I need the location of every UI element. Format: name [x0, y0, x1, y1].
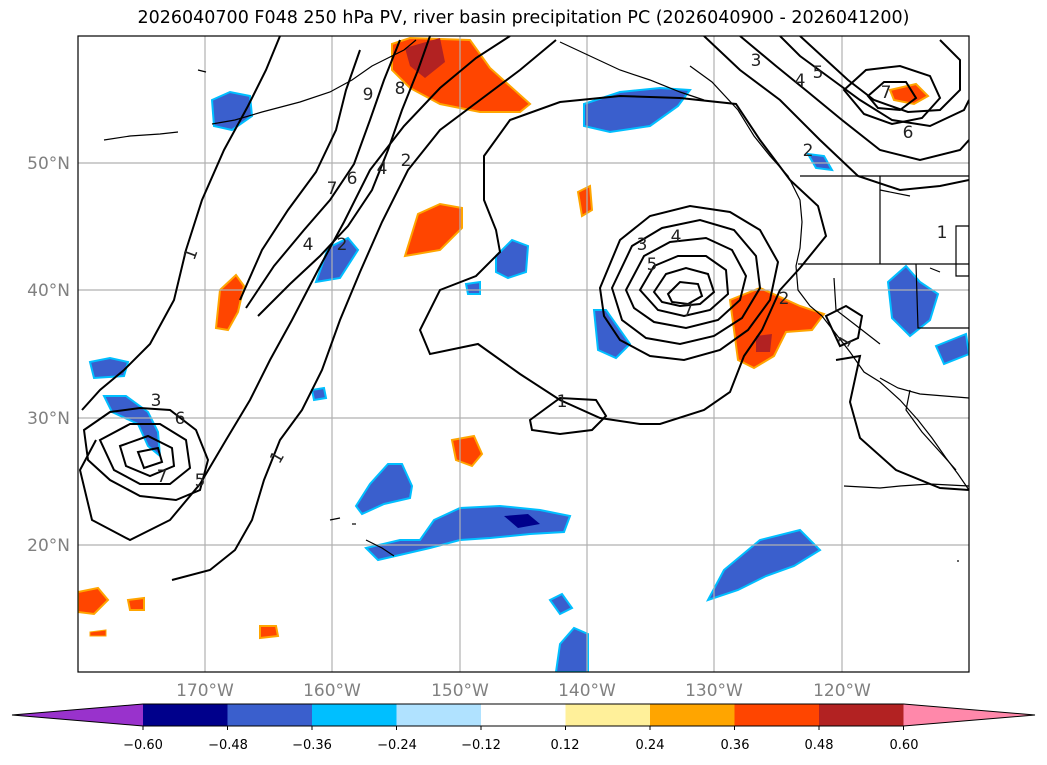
contour-label: 6: [903, 123, 914, 143]
colorbar-tick-label: −0.24: [377, 738, 417, 753]
contour-label: 7: [881, 83, 892, 103]
contour-label: 4: [795, 71, 806, 91]
colorbar-segment: [312, 704, 397, 726]
contour-label: 1: [937, 223, 948, 243]
colorbar-tick-label: −0.48: [208, 738, 248, 753]
longitude-labels: 170°W 160°W 150°W 140°W 130°W 120°W: [176, 681, 871, 701]
map-area: 1 1 1 1 1 2 2 2 2 3 3 3 4 4 4 4 5 5 5 6 …: [78, 36, 969, 672]
colorbar-tick-label: 0.24: [636, 738, 665, 753]
lat-tick-40n: 40°N: [27, 281, 70, 301]
colorbar-extend-low: [12, 704, 143, 726]
contour-label: 3: [751, 51, 762, 71]
colorbar-segment: [143, 704, 228, 726]
contour-label: 3: [151, 391, 162, 411]
pv-contours: [78, 36, 969, 581]
positive-precip-areas: [78, 36, 930, 640]
lat-tick-20n: 20°N: [27, 536, 70, 556]
map-title: 2026040700 F048 250 hPa PV, river basin …: [137, 8, 910, 28]
contour-label: 2: [803, 141, 814, 161]
colorbar-tick-label: −0.12: [461, 738, 501, 753]
gridlines: [78, 36, 969, 672]
latitude-labels: 20°N 30°N 40°N 50°N: [27, 154, 70, 556]
lon-tick-140w: 140°W: [558, 681, 616, 701]
lon-tick-160w: 160°W: [303, 681, 361, 701]
colorbar-segment: [565, 704, 651, 726]
colorbar-tick-label: −0.60: [123, 738, 163, 753]
contour-label: 6: [175, 409, 186, 429]
colorbar-segment: [396, 704, 482, 726]
colorbar-tick-label: 0.48: [805, 738, 834, 753]
contour-label: 2: [337, 235, 348, 255]
colorbar-segment: [481, 704, 566, 726]
contour-label: 7: [157, 467, 168, 487]
contour-label: 1: [557, 392, 568, 412]
lon-tick-130w: 130°W: [685, 681, 743, 701]
colorbar-segment: [734, 704, 820, 726]
contour-label: 2: [401, 151, 412, 171]
coastlines: [103, 39, 969, 562]
contour-label: 5: [195, 471, 206, 491]
colorbar-tick-label: 0.36: [721, 738, 750, 753]
contour-label: 4: [671, 227, 682, 247]
lat-tick-50n: 50°N: [27, 154, 70, 174]
map-frame: [77, 35, 970, 673]
colorbar-ticks: −0.60 −0.48 −0.36 −0.24 −0.12 0.12 0.24 …: [123, 738, 918, 753]
contour-label: 4: [303, 235, 314, 255]
contour-label: 9: [363, 85, 374, 105]
colorbar-segment: [819, 704, 904, 726]
contour-label: 7: [683, 301, 694, 321]
contour-label: 7: [327, 179, 338, 199]
contour-label: 6: [347, 169, 358, 189]
contour-label: 5: [647, 255, 658, 275]
colorbar-tick-label: −0.36: [292, 738, 332, 753]
colorbar-extend-high: [903, 704, 1035, 726]
lon-tick-150w: 150°W: [431, 681, 489, 701]
colorbar-segment: [650, 704, 735, 726]
colorbar: [11, 703, 1036, 730]
contour-label: 2: [779, 289, 790, 309]
contour-label: 5: [813, 63, 824, 83]
lat-tick-30n: 30°N: [27, 409, 70, 429]
colorbar-segment: [227, 704, 313, 726]
lon-tick-170w: 170°W: [176, 681, 234, 701]
colorbar-tick-label: 0.12: [551, 738, 580, 753]
lon-tick-120w: 120°W: [813, 681, 871, 701]
contour-label: 3: [637, 235, 648, 255]
contour-label: 1: [834, 332, 857, 351]
contour-label: 4: [377, 159, 388, 179]
contour-label: 8: [395, 79, 406, 99]
colorbar-tick-label: 0.60: [890, 738, 919, 753]
